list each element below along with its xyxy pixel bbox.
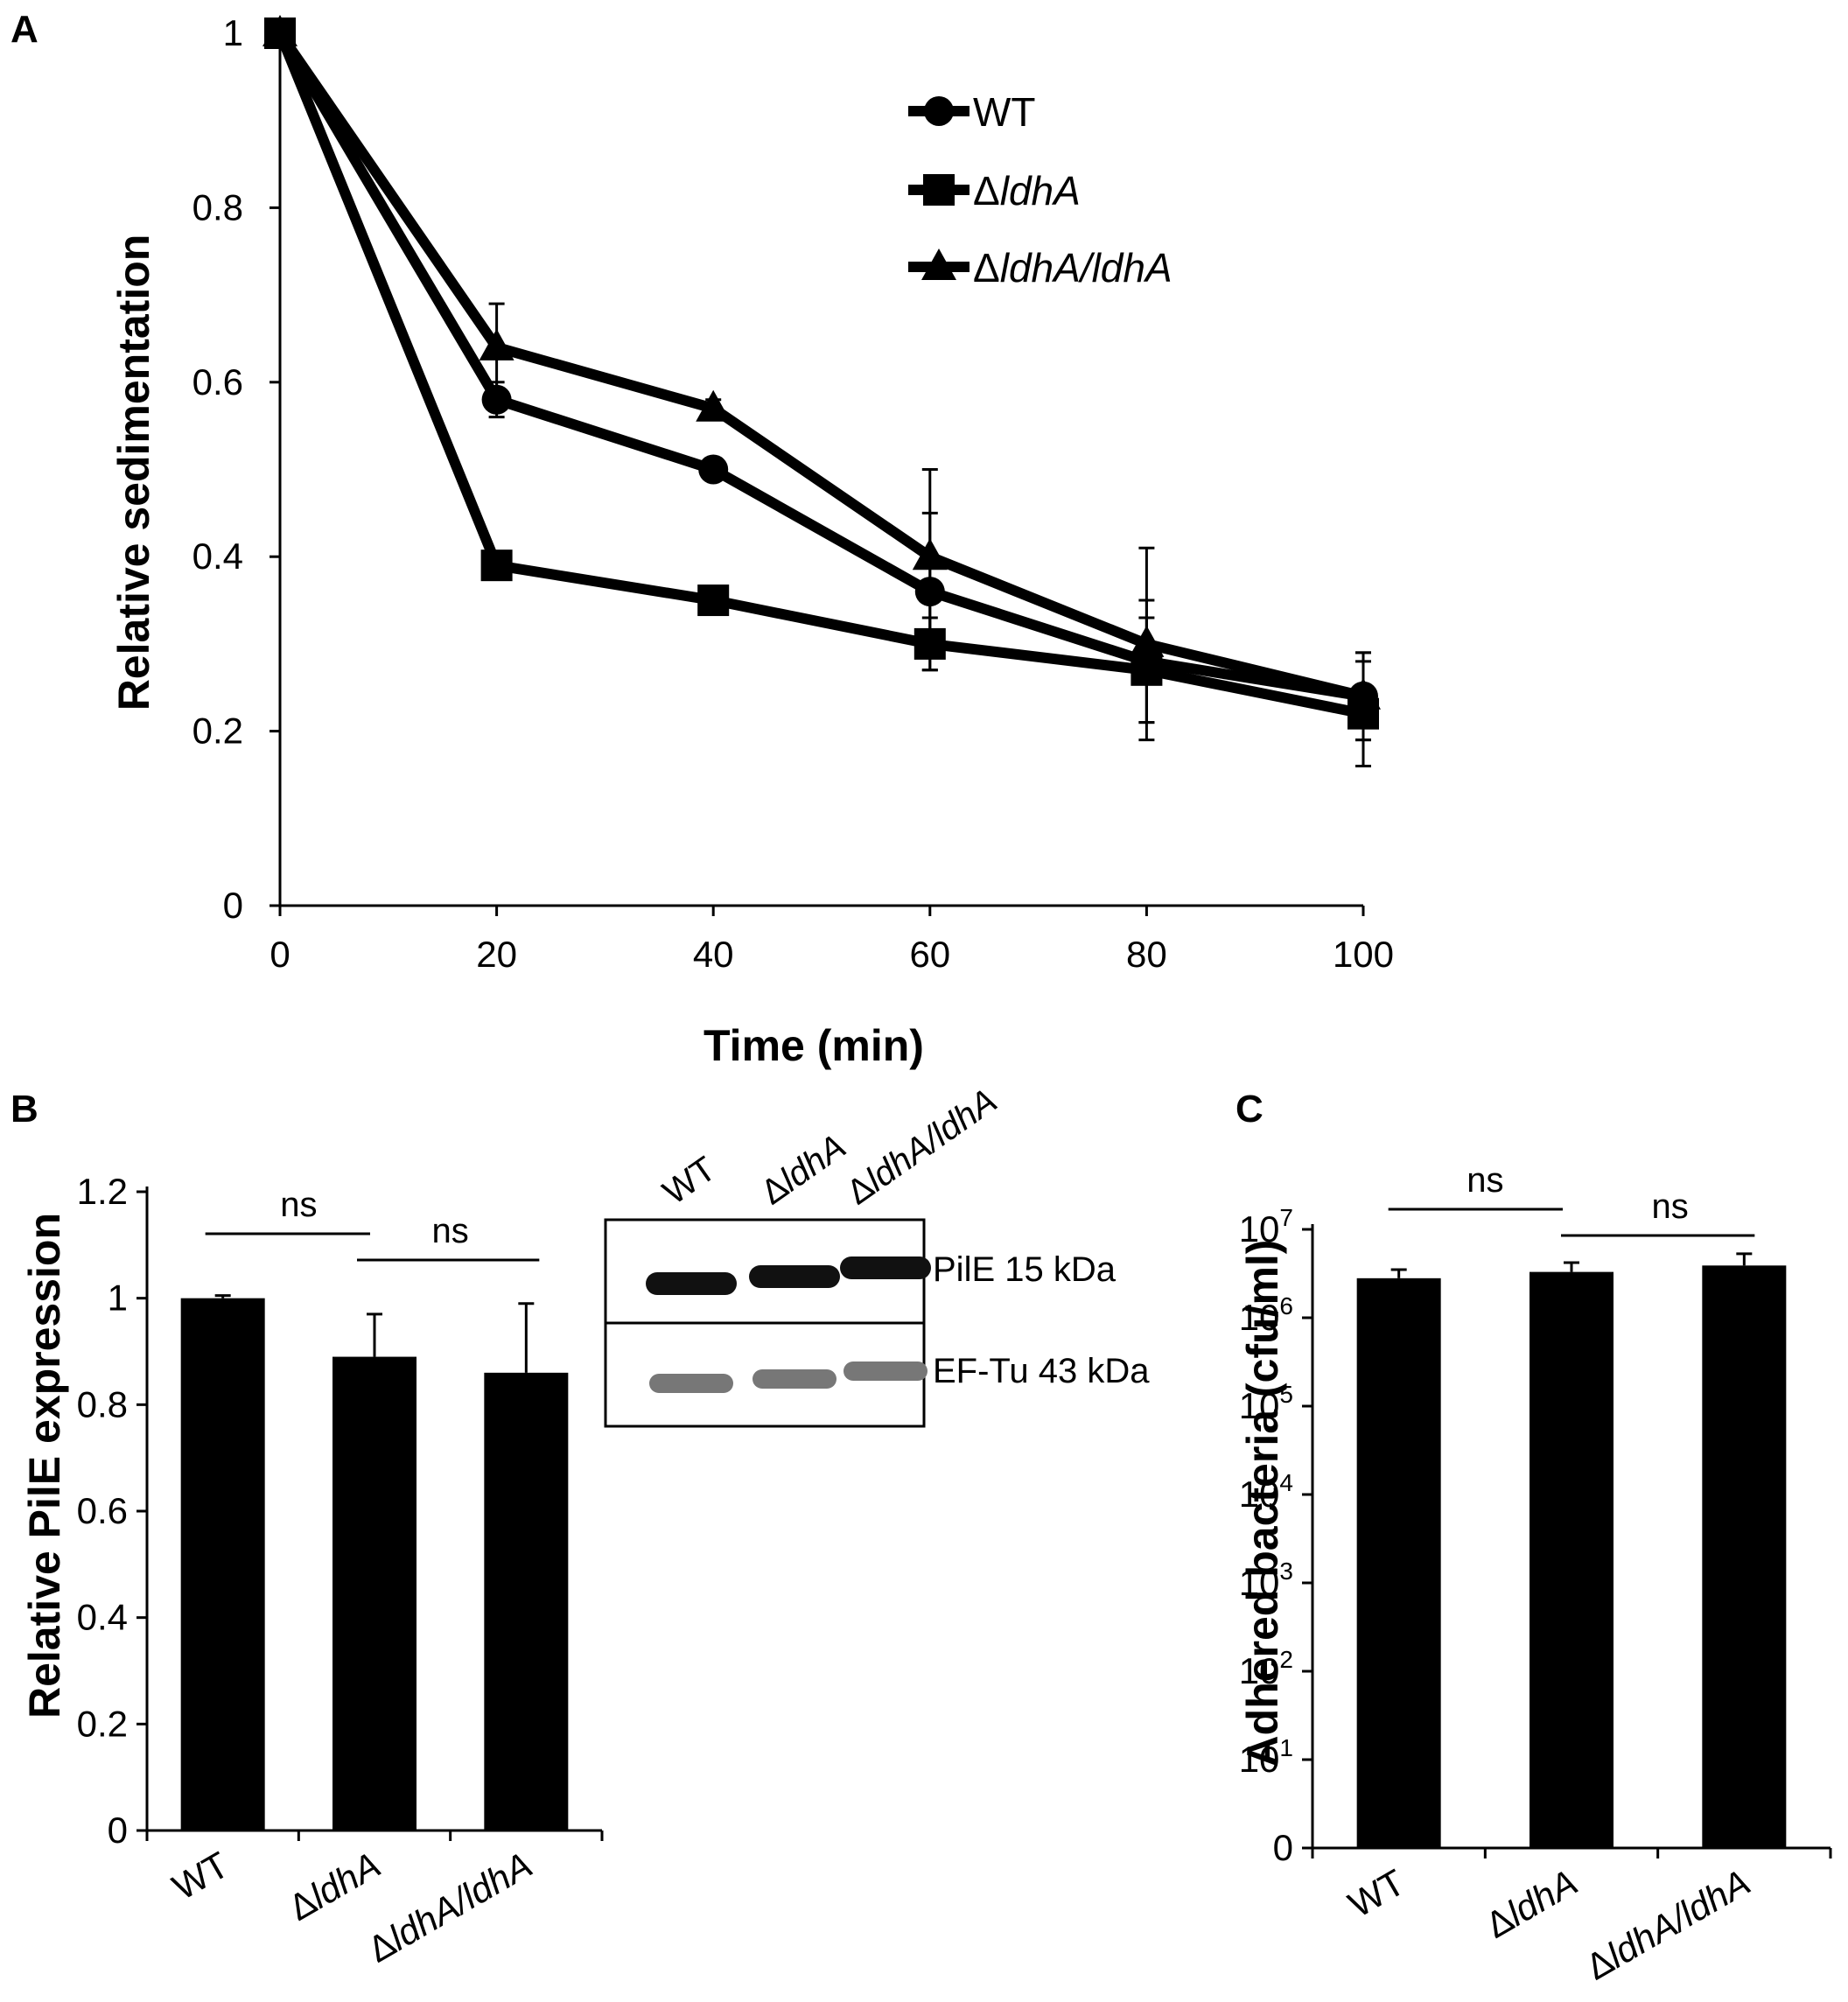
chart-a-y-tick-label: 0.4 [192,536,243,577]
legend-label: ΔldhA [973,168,1081,214]
series-line-circle [275,30,1364,702]
legend-label: WT [973,89,1036,135]
blot-band-pile [646,1272,737,1295]
bar-0 [1356,1278,1441,1848]
blot-band-eftu [844,1362,928,1381]
data-point-square [697,584,730,617]
data-point-circle [481,384,512,415]
bar-2 [484,1372,569,1830]
chart-a-x-tick-label: 40 [693,934,734,975]
chart-a-y-tick-label: 0.6 [192,361,243,402]
chart-a-x-tick-label: 0 [270,934,290,975]
chart-c-y-tick-label: 106 [1239,1292,1293,1338]
chart-c-y-tick-label: 105 [1239,1381,1293,1426]
chart-c-y-tick-label: 102 [1239,1646,1293,1691]
chart-a-x-tick-label: 60 [909,934,950,975]
chart-a-x-tick-label: 20 [476,934,517,975]
significance-label: ns [1466,1161,1503,1200]
data-point-circle [914,577,945,607]
chart-c-significance: ns ns [1388,1161,1755,1237]
chart-c-y-tick-label: 103 [1239,1558,1293,1603]
bar-1 [1530,1271,1614,1848]
blot-band-eftu [752,1369,836,1389]
significance-label: ns [432,1212,469,1250]
chart-a-y-tick-label: 0 [223,885,243,926]
chart-b-y-tick-label: 1.2 [77,1171,128,1212]
blot-band-eftu [649,1374,733,1393]
chart-b-y-tick-label: 0.4 [77,1597,128,1638]
chart-a-x-tick-label: 80 [1126,934,1167,975]
chart-b-y-tick-label: 0 [108,1810,128,1851]
data-point-square [480,550,513,582]
panel-label-b: B [10,1088,38,1130]
panel-label-c: C [1236,1088,1264,1130]
bar-0 [180,1298,265,1830]
chart-c-bars [1356,1252,1787,1848]
data-point-circle [698,454,729,485]
chart-b-category-label: ΔldhA/ldhA [360,1844,539,1970]
data-point-triangle [262,15,298,46]
legend-marker-square [923,174,955,206]
chart-b-significance: ns ns [205,1186,540,1262]
series-line-triangle [276,30,1365,702]
blot-lane-label: ΔldhA/ldhA [840,1082,1004,1213]
chart-c-axes: 0 101 102 103 104 105 106 107 [1239,1204,1832,1868]
chart-a-x-tick-label: 100 [1333,934,1394,975]
panel-label-a: A [10,8,38,51]
blot-band-pile [749,1265,840,1288]
chart-c-category-label: ΔldhA [1479,1861,1585,1946]
chart-c-category-label: ΔldhA/ldhA [1578,1861,1757,1988]
significance-label: ns [280,1186,317,1224]
bar-1 [332,1356,416,1830]
blot-lane-label: ΔldhA [754,1127,853,1212]
chart-b-ylabel: Relative PilE expression [20,1213,69,1718]
chart-b-category-label: ΔldhA [282,1844,388,1928]
chart-c-y-tick-label: 104 [1239,1469,1293,1515]
chart-c-y-tick-label: 101 [1239,1734,1293,1780]
chart-a-y-tick-label: 0.8 [192,186,243,228]
chart-b-y-tick-label: 0.6 [77,1490,128,1531]
chart-b-y-tick-label: 0.2 [77,1703,128,1744]
chart-a-ylabel: Relative sedimentation [109,234,158,711]
chart-a-y-tick-label: 1 [223,12,243,53]
data-point-square [1130,654,1163,686]
data-point-triangle [912,538,948,570]
legend-label: ΔldhA/ldhA [973,245,1172,290]
chart-c-ylabel: Adhered bacteria (cfu/ml) [1238,1240,1287,1768]
chart-b-category-label: WT [165,1844,235,1908]
chart-a-axes: 0 0.2 0.4 0.6 0.8 1 0 20 40 60 80 100 [192,12,1394,975]
chart-b-y-tick-label: 1 [108,1278,128,1319]
bar-2 [1702,1265,1787,1848]
blot-band-pile [840,1256,931,1279]
data-point-triangle [1129,625,1165,657]
chart-b-axes: 0 0.2 0.4 0.6 0.8 1 1.2 [77,1171,604,1851]
chart-c-y-tick-label: 107 [1239,1204,1293,1250]
chart-c-category-label: WT [1341,1861,1411,1925]
chart-b-y-tick-label: 0.8 [77,1383,128,1424]
chart-b-bars [180,1294,569,1830]
data-point-square [914,627,946,660]
legend-marker-triangle [921,248,956,280]
data-point-triangle [696,389,732,422]
chart-a-xlabel: Time (min) [704,1021,924,1070]
data-point-triangle [1346,677,1381,710]
significance-label: ns [1652,1187,1689,1226]
series-line-square [275,31,1365,719]
chart-a-legend: WT ΔldhA ΔldhA/ldhA [908,89,1172,290]
chart-c-y-tick-label: 0 [1273,1827,1293,1868]
chart-a-series [262,15,1381,767]
data-point-triangle [479,328,514,360]
blot-lane-label: WT [656,1150,723,1213]
blot-band-label: EF-Tu 43 kDa [933,1352,1150,1390]
blot-band-label: PilE 15 kDa [933,1250,1116,1289]
legend-marker-circle [924,96,954,126]
chart-a-y-tick-label: 0.2 [192,710,243,752]
